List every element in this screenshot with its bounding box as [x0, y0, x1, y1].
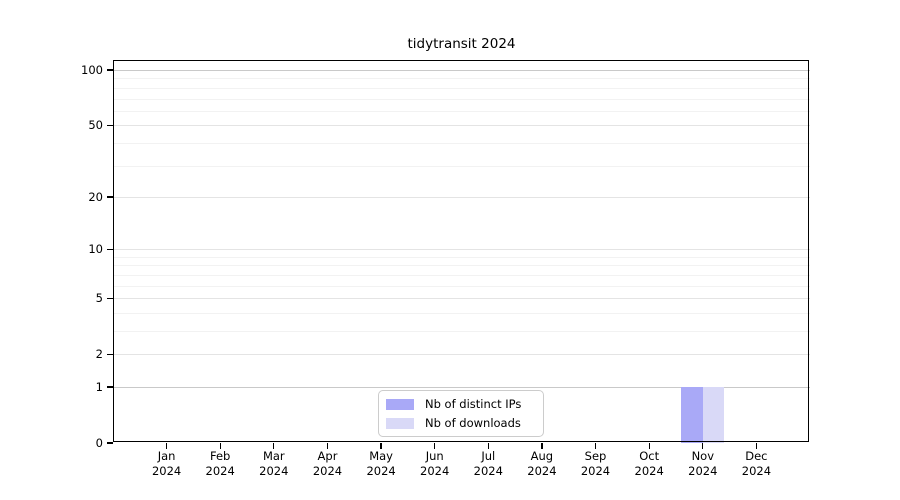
minor-gridline: [113, 78, 810, 80]
y-axis-tick-label: 50: [88, 118, 103, 133]
major-gridline: [113, 249, 810, 251]
minor-gridline: [113, 265, 810, 267]
y-axis-tick-label: 20: [88, 189, 103, 204]
minor-gridline: [113, 87, 810, 89]
minor-gridline: [113, 274, 810, 276]
x-axis-tick-label: Apr 2024: [312, 449, 343, 478]
x-axis-tick-label: Oct 2024: [634, 449, 664, 478]
legend-label-distinct-ips: Nb of distinct IPs: [425, 397, 522, 411]
y-axis-tick: [107, 248, 113, 250]
x-axis-tick: [541, 443, 543, 449]
minor-gridline: [113, 98, 810, 100]
y-axis-tick-label: 5: [95, 291, 103, 306]
major-gridline: [113, 354, 810, 356]
minor-gridline: [113, 331, 810, 332]
legend-swatch-downloads: [386, 417, 414, 429]
x-axis-tick-label: Jul 2024: [473, 449, 503, 478]
x-axis-tick: [165, 443, 168, 449]
minor-gridline: [113, 312, 810, 314]
x-axis-tick-label: Jan 2024: [151, 449, 182, 478]
x-axis-tick: [273, 443, 275, 449]
y-axis-tick-label: 0: [95, 436, 103, 450]
legend-item-distinct-ips: Nb of distinct IPs: [386, 397, 535, 411]
x-axis-tick-label: May 2024: [366, 449, 396, 478]
plot-frame: [113, 60, 810, 443]
major-gridline: [113, 387, 810, 388]
legend-item-downloads: Nb of downloads: [386, 416, 535, 430]
y-axis-tick: [107, 196, 113, 198]
y-axis-tick-label: 1: [95, 380, 103, 394]
x-axis-tick: [755, 443, 758, 449]
major-gridline: [113, 70, 810, 71]
minor-gridline: [113, 142, 810, 144]
x-axis-tick-label: Dec 2024: [741, 449, 772, 478]
x-axis-tick-label: Jun 2024: [420, 449, 450, 478]
minor-gridline: [113, 165, 810, 167]
legend-swatch-distinct-ips: [386, 398, 414, 410]
legend: Nb of distinct IPs Nb of downloads: [378, 390, 544, 437]
y-axis-tick-label: 2: [95, 347, 103, 362]
major-gridline: [113, 196, 810, 198]
bar-distinct-ips: [681, 387, 703, 443]
x-axis-tick: [594, 443, 597, 449]
y-axis-tick: [107, 69, 113, 71]
chart-title: tidytransit 2024: [407, 36, 516, 52]
x-axis-tick: [702, 443, 704, 449]
x-axis-tick-label: Aug 2024: [527, 449, 557, 478]
y-axis-tick: [107, 442, 113, 444]
x-axis-tick-label: Mar 2024: [259, 449, 289, 478]
x-axis-tick: [434, 443, 436, 449]
y-axis-tick-label: 10: [88, 242, 103, 257]
x-axis-tick-label: Feb 2024: [205, 449, 235, 478]
x-axis-tick: [380, 443, 382, 449]
y-axis-tick: [107, 386, 113, 388]
y-axis-tick: [107, 353, 113, 355]
legend-label-downloads: Nb of downloads: [425, 416, 521, 430]
x-axis-tick: [219, 443, 221, 449]
x-axis-tick-label: Sep 2024: [580, 449, 611, 478]
x-axis-tick-label: Nov 2024: [688, 449, 718, 478]
major-gridline: [113, 298, 810, 300]
x-axis-tick: [487, 443, 489, 449]
y-axis-tick: [107, 297, 113, 299]
x-axis-tick: [326, 443, 329, 449]
minor-gridline: [113, 110, 810, 112]
x-axis-tick: [648, 443, 650, 449]
y-axis-tick: [107, 124, 113, 126]
minor-gridline: [113, 256, 810, 258]
major-gridline: [113, 125, 810, 127]
bar-downloads: [702, 387, 725, 443]
y-axis-tick-label: 100: [81, 63, 103, 77]
minor-gridline: [113, 285, 810, 287]
